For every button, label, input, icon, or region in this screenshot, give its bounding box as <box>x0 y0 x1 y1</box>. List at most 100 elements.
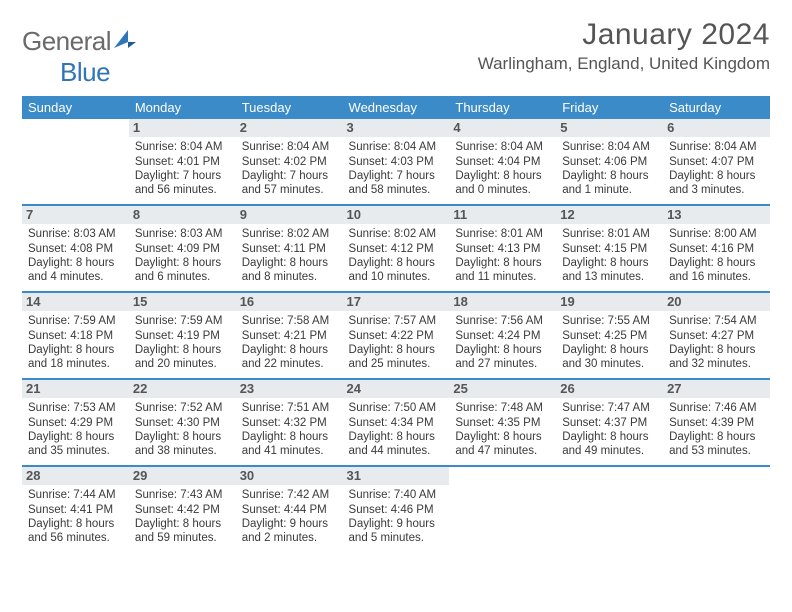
calendar-week-row: 21Sunrise: 7:53 AMSunset: 4:29 PMDayligh… <box>22 380 770 466</box>
calendar-cell: 24Sunrise: 7:50 AMSunset: 4:34 PMDayligh… <box>343 380 450 466</box>
day-number: 16 <box>236 293 343 311</box>
calendar-cell: 11Sunrise: 8:01 AMSunset: 4:13 PMDayligh… <box>449 206 556 292</box>
sunrise-text: Sunrise: 8:04 AM <box>562 140 657 154</box>
calendar-cell: 27Sunrise: 7:46 AMSunset: 4:39 PMDayligh… <box>663 380 770 466</box>
calendar-cell: 15 Sunrise: 7:59 AMSunset: 4:19 PMDayligh… <box>129 293 236 379</box>
daylight-text: Daylight: 8 hours <box>349 256 444 270</box>
calendar-cell: 17Sunrise: 7:57 AMSunset: 4:22 PMDayligh… <box>343 293 450 379</box>
daylight-text: and 6 minutes. <box>135 270 230 284</box>
sunrise-text: Sunrise: 7:53 AM <box>28 401 123 415</box>
daylight-text: and 32 minutes. <box>669 357 764 371</box>
sunset-text: Sunset: 4:04 PM <box>455 155 550 169</box>
daylight-text: and 4 minutes. <box>28 270 123 284</box>
daylight-text: Daylight: 7 hours <box>242 169 337 183</box>
sunset-text: Sunset: 4:30 PM <box>135 416 230 430</box>
calendar-cell: 3Sunrise: 8:04 AMSunset: 4:03 PMDaylight… <box>343 119 450 205</box>
sunrise-text: Sunrise: 7:52 AM <box>135 401 230 415</box>
sunset-text: Sunset: 4:15 PM <box>562 242 657 256</box>
daylight-text: Daylight: 8 hours <box>28 430 123 444</box>
daylight-text: and 49 minutes. <box>562 444 657 458</box>
sunset-text: Sunset: 4:08 PM <box>28 242 123 256</box>
day-number: 6 <box>663 119 770 137</box>
sunrise-text: Sunrise: 7:47 AM <box>562 401 657 415</box>
day-number: 3 <box>343 119 450 137</box>
day-number: 31 <box>343 467 450 485</box>
sunset-text: Sunset: 4:24 PM <box>455 329 550 343</box>
sunset-text: Sunset: 4:19 PM <box>135 329 230 343</box>
sunset-text: Sunset: 4:18 PM <box>28 329 123 343</box>
daylight-text: Daylight: 7 hours <box>349 169 444 183</box>
daylight-text: and 53 minutes. <box>669 444 764 458</box>
daylight-text: Daylight: 8 hours <box>349 430 444 444</box>
sunrise-text: Sunrise: 7:50 AM <box>349 401 444 415</box>
sunset-text: Sunset: 4:29 PM <box>28 416 123 430</box>
daylight-text: Daylight: 8 hours <box>562 256 657 270</box>
sunrise-text: Sunrise: 7:46 AM <box>669 401 764 415</box>
daylight-text: Daylight: 8 hours <box>349 343 444 357</box>
sunset-text: Sunset: 4:37 PM <box>562 416 657 430</box>
sunrise-text: Sunrise: 7:57 AM <box>349 314 444 328</box>
day-number: 30 <box>236 467 343 485</box>
sunrise-text: Sunrise: 8:04 AM <box>455 140 550 154</box>
daylight-text: Daylight: 8 hours <box>135 343 230 357</box>
daylight-text: and 22 minutes. <box>242 357 337 371</box>
calendar-week-row: 1Sunrise: 8:04 AMSunset: 4:01 PMDaylight… <box>22 119 770 205</box>
day-number: 17 <box>343 293 450 311</box>
day-number: 9 <box>236 206 343 224</box>
sunrise-text: Sunrise: 8:04 AM <box>669 140 764 154</box>
sunset-text: Sunset: 4:02 PM <box>242 155 337 169</box>
sunset-text: Sunset: 4:35 PM <box>455 416 550 430</box>
header: GeneralBlue January 2024 Warlingham, Eng… <box>22 18 770 88</box>
sunset-text: Sunset: 4:03 PM <box>349 155 444 169</box>
daylight-text: and 57 minutes. <box>242 183 337 197</box>
sunset-text: Sunset: 4:39 PM <box>669 416 764 430</box>
sunrise-text: Sunrise: 7:44 AM <box>28 488 123 502</box>
sunrise-text: Sunrise: 7:59 AM <box>28 314 123 328</box>
calendar-cell: 9Sunrise: 8:02 AMSunset: 4:11 PMDaylight… <box>236 206 343 292</box>
sunrise-text: Sunrise: 7:42 AM <box>242 488 337 502</box>
sunrise-text: Sunrise: 7:51 AM <box>242 401 337 415</box>
daylight-text: and 20 minutes. <box>135 357 230 371</box>
calendar-cell: 4Sunrise: 8:04 AMSunset: 4:04 PMDaylight… <box>449 119 556 205</box>
weekday-header: Wednesday <box>343 96 450 119</box>
calendar-cell: 29Sunrise: 7:43 AMSunset: 4:42 PMDayligh… <box>129 467 236 553</box>
sunset-text: Sunset: 4:09 PM <box>135 242 230 256</box>
daylight-text: Daylight: 8 hours <box>28 517 123 531</box>
calendar-cell: 22Sunrise: 7:52 AMSunset: 4:30 PMDayligh… <box>129 380 236 466</box>
calendar-cell <box>22 119 129 205</box>
sunset-text: Sunset: 4:12 PM <box>349 242 444 256</box>
calendar-cell: 18Sunrise: 7:56 AMSunset: 4:24 PMDayligh… <box>449 293 556 379</box>
daylight-text: and 2 minutes. <box>242 531 337 545</box>
sunset-text: Sunset: 4:42 PM <box>135 503 230 517</box>
day-number: 15 <box>129 293 236 311</box>
weekday-header: Monday <box>129 96 236 119</box>
daylight-text: and 13 minutes. <box>562 270 657 284</box>
sunrise-text: Sunrise: 7:59 AM <box>135 314 230 328</box>
daylight-text: and 16 minutes. <box>669 270 764 284</box>
daylight-text: Daylight: 8 hours <box>242 343 337 357</box>
sunset-text: Sunset: 4:27 PM <box>669 329 764 343</box>
day-number: 23 <box>236 380 343 398</box>
day-number: 13 <box>663 206 770 224</box>
weekday-header-row: Sunday Monday Tuesday Wednesday Thursday… <box>22 96 770 119</box>
sunrise-text: Sunrise: 7:58 AM <box>242 314 337 328</box>
calendar-cell: 1Sunrise: 8:04 AMSunset: 4:01 PMDaylight… <box>129 119 236 205</box>
daylight-text: and 11 minutes. <box>455 270 550 284</box>
sunset-text: Sunset: 4:46 PM <box>349 503 444 517</box>
daylight-text: and 0 minutes. <box>455 183 550 197</box>
daylight-text: and 38 minutes. <box>135 444 230 458</box>
daylight-text: and 30 minutes. <box>562 357 657 371</box>
daylight-text: and 56 minutes. <box>135 183 230 197</box>
daylight-text: and 5 minutes. <box>349 531 444 545</box>
daylight-text: and 35 minutes. <box>28 444 123 458</box>
daylight-text: Daylight: 8 hours <box>135 430 230 444</box>
day-number: 2 <box>236 119 343 137</box>
sunrise-text: Sunrise: 7:40 AM <box>349 488 444 502</box>
calendar-cell: 13Sunrise: 8:00 AMSunset: 4:16 PMDayligh… <box>663 206 770 292</box>
daylight-text: Daylight: 8 hours <box>135 517 230 531</box>
daylight-text: Daylight: 8 hours <box>455 430 550 444</box>
calendar-cell: 25Sunrise: 7:48 AMSunset: 4:35 PMDayligh… <box>449 380 556 466</box>
brand-name-a: General <box>22 26 111 56</box>
weekday-header: Sunday <box>22 96 129 119</box>
day-number: 20 <box>663 293 770 311</box>
